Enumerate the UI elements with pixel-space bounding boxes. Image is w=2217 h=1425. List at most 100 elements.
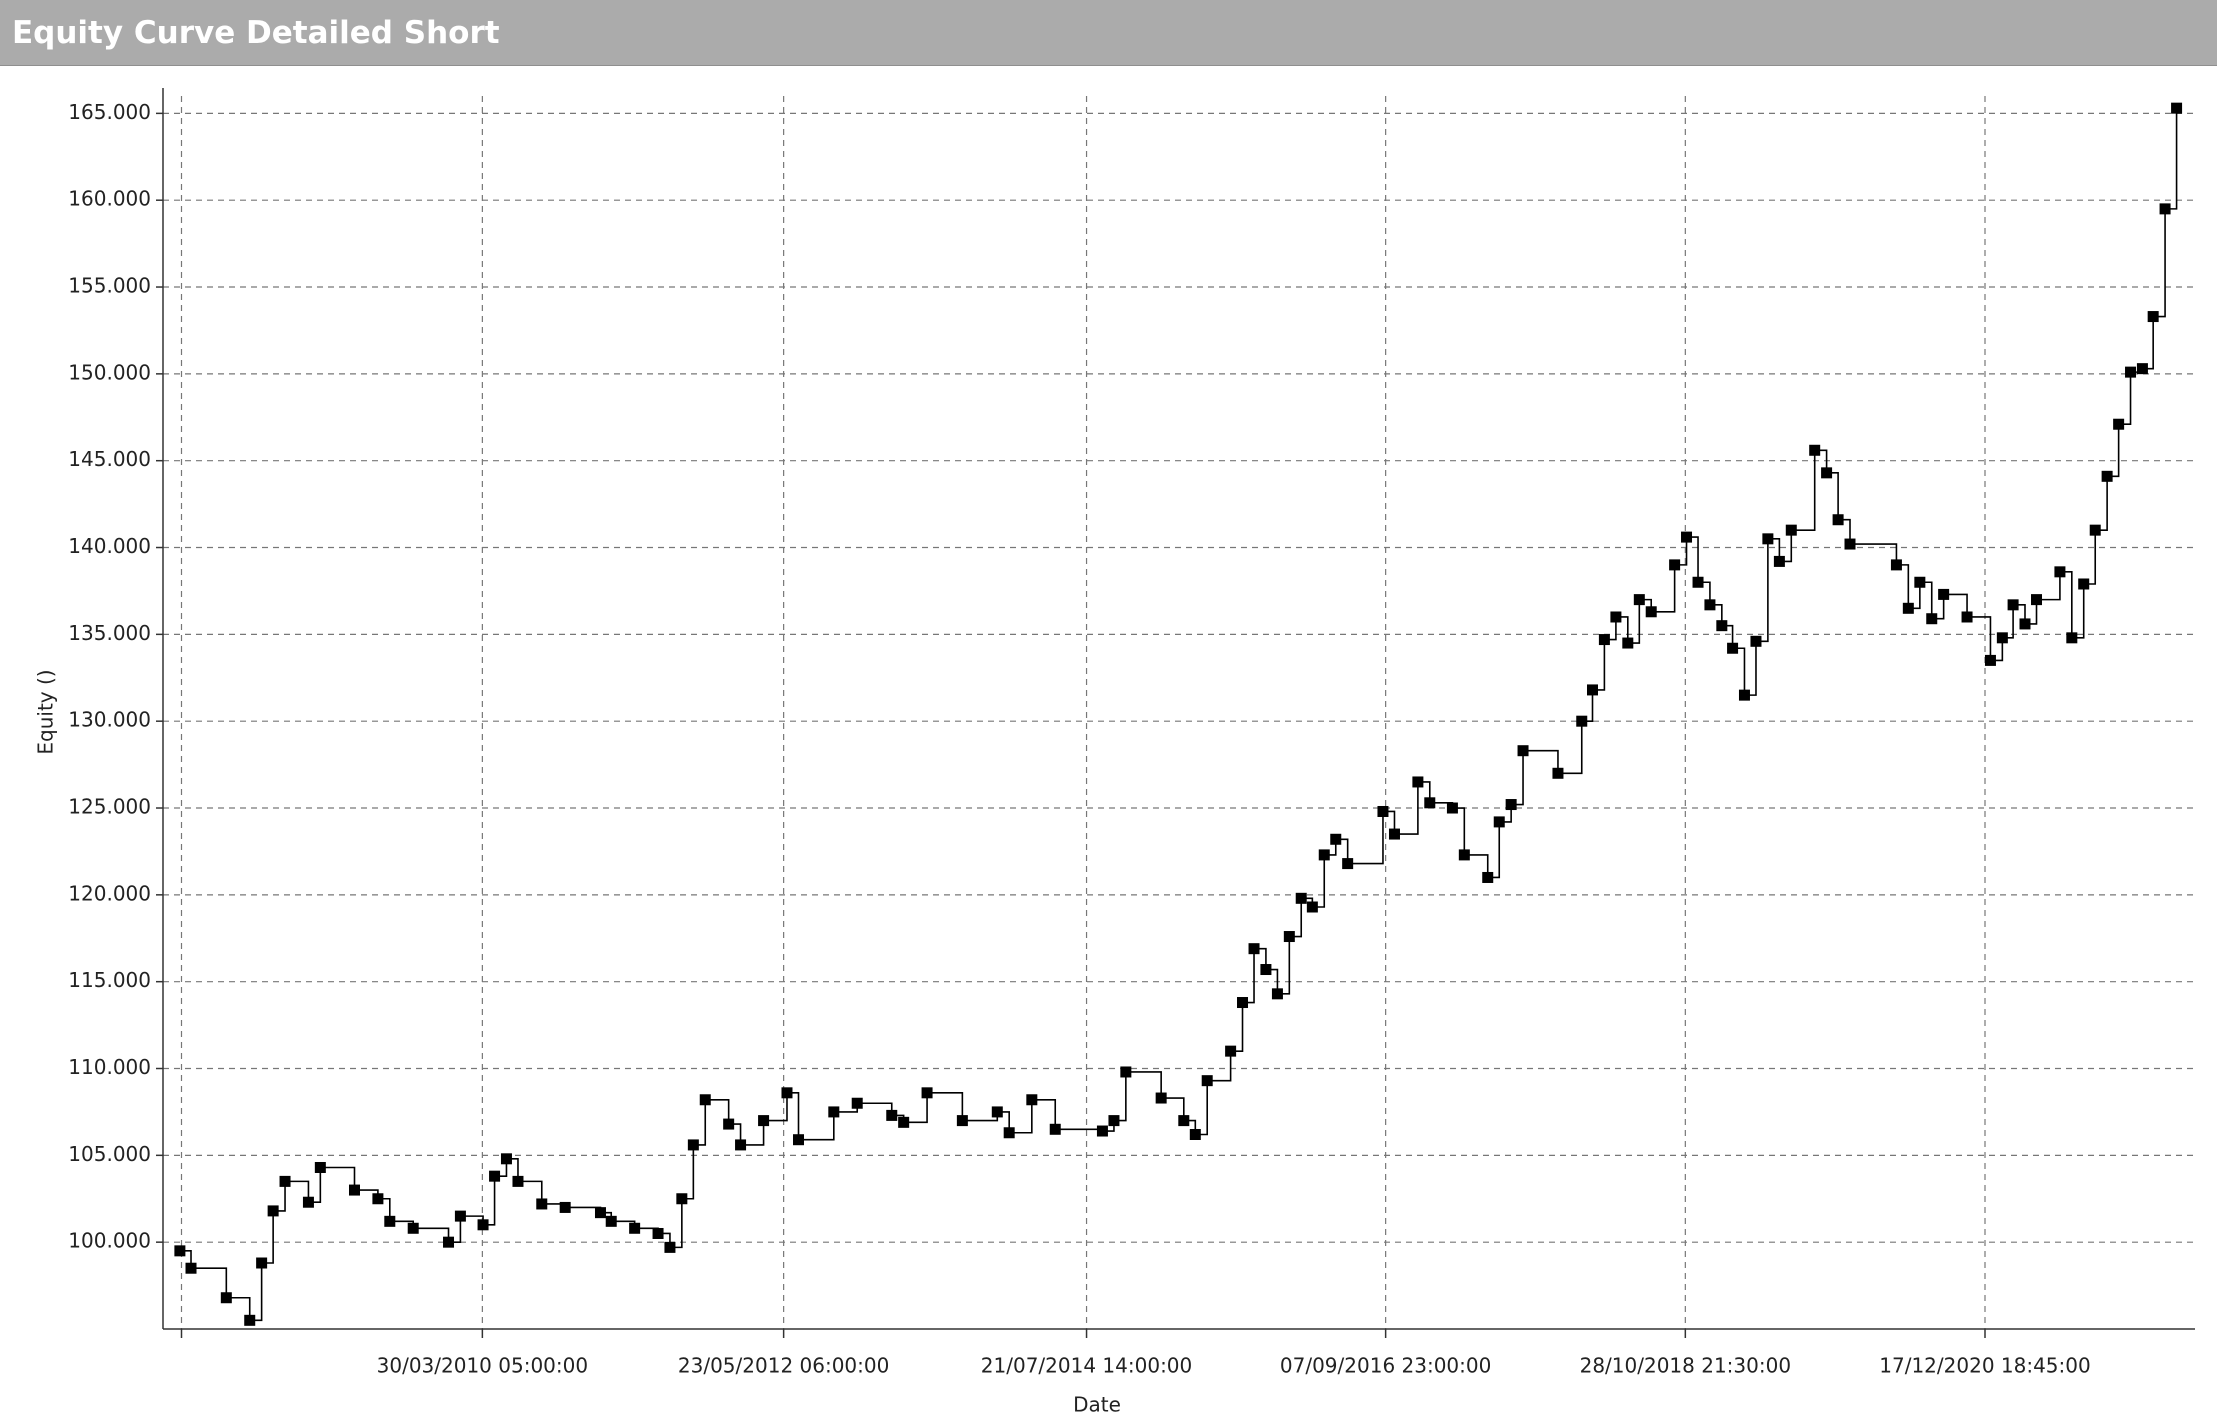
point-marker [1318, 849, 1330, 861]
point-marker [1598, 634, 1610, 646]
point-marker [1271, 988, 1283, 1000]
point-marker [1610, 611, 1622, 623]
point-marker [1049, 1123, 1061, 1135]
point-marker [1716, 620, 1728, 632]
point-marker [1890, 559, 1902, 571]
point-marker [279, 1175, 291, 1187]
y-tick-label: 115.000 [68, 968, 151, 992]
point-marker [559, 1201, 571, 1213]
point-marker [1493, 816, 1505, 828]
point-marker [244, 1314, 256, 1326]
x-tick-label: 17/12/2020 18:45:00 [1879, 1354, 2090, 1378]
point-marker [2054, 566, 2066, 578]
point-marker [1120, 1066, 1132, 1078]
point-marker [1178, 1115, 1190, 1127]
point-marker [1576, 715, 1588, 727]
point-marker [185, 1262, 197, 1274]
point-marker [1738, 689, 1750, 701]
point-marker [2007, 599, 2019, 611]
point-marker [1225, 1045, 1237, 1057]
point-marker [956, 1115, 968, 1127]
point-marker [1681, 531, 1693, 543]
point-marker [512, 1175, 524, 1187]
title-bar: Equity Curve Detailed Short [0, 0, 2217, 66]
point-marker [2113, 418, 2125, 430]
point-marker [1342, 858, 1354, 870]
point-marker [1938, 588, 1950, 600]
point-marker [1832, 514, 1844, 526]
point-marker [2125, 366, 2137, 378]
point-marker [302, 1196, 314, 1208]
point-marker [1412, 776, 1424, 788]
point-marker [1692, 576, 1704, 588]
point-marker [454, 1210, 466, 1222]
point-marker [1984, 654, 1996, 666]
y-tick-label: 145.000 [68, 447, 151, 471]
point-marker [1821, 467, 1833, 479]
point-marker [1669, 559, 1681, 571]
point-marker [489, 1170, 501, 1182]
point-marker [1003, 1127, 1015, 1139]
point-marker [1108, 1115, 1120, 1127]
point-marker [1727, 642, 1739, 654]
x-tick-label: 23/05/2012 06:00:00 [678, 1354, 889, 1378]
point-marker [1260, 964, 1272, 976]
x-axis-label: Date [1073, 1393, 1121, 1417]
point-marker [1645, 606, 1657, 618]
equity-line [179, 108, 2178, 1322]
y-axis-label: Equity () [34, 669, 58, 754]
point-marker [723, 1118, 735, 1130]
point-marker [1586, 684, 1598, 696]
point-marker [921, 1087, 933, 1099]
point-marker [781, 1087, 793, 1099]
point-marker [2136, 363, 2148, 375]
point-marker [629, 1222, 641, 1234]
point-marker [2066, 632, 2078, 644]
point-marker [443, 1236, 455, 1248]
point-marker [220, 1292, 232, 1304]
point-marker [1914, 576, 1926, 588]
point-marker [1926, 613, 1938, 625]
point-marker [1458, 849, 1470, 861]
point-marker [1295, 892, 1307, 904]
y-tick-label: 160.000 [68, 187, 151, 211]
point-marker [1248, 943, 1260, 955]
point-marker [500, 1153, 512, 1165]
point-marker [407, 1222, 419, 1234]
y-tick-label: 140.000 [68, 534, 151, 558]
point-marker [348, 1184, 360, 1196]
point-marker [1096, 1125, 1108, 1137]
point-marker [1633, 594, 1645, 606]
x-tick-label: 30/03/2010 05:00:00 [377, 1354, 588, 1378]
point-marker [314, 1161, 326, 1173]
y-tick-label: 110.000 [68, 1055, 151, 1079]
point-marker [384, 1215, 396, 1227]
point-marker [1482, 871, 1494, 883]
point-marker [372, 1193, 384, 1205]
point-marker [1189, 1128, 1201, 1140]
point-marker [2031, 594, 2043, 606]
point-marker [735, 1139, 747, 1151]
point-marker [1961, 611, 1973, 623]
point-marker [1306, 901, 1318, 913]
point-marker [676, 1193, 688, 1205]
point-marker [1762, 533, 1774, 545]
point-marker [1517, 745, 1529, 757]
y-tick-label: 130.000 [68, 708, 151, 732]
point-marker [1330, 833, 1342, 845]
point-marker [652, 1227, 664, 1239]
point-marker [886, 1109, 898, 1121]
point-marker [1446, 802, 1458, 814]
y-tick-label: 100.000 [68, 1229, 151, 1253]
point-marker [1237, 997, 1249, 1009]
point-marker [1996, 632, 2008, 644]
x-tick-label: 21/07/2014 14:00:00 [981, 1354, 1192, 1378]
point-marker [1902, 602, 1914, 614]
point-marker [2078, 578, 2090, 590]
y-tick-label: 105.000 [68, 1142, 151, 1166]
point-marker [174, 1245, 186, 1257]
point-marker [1622, 637, 1634, 649]
point-marker [1505, 799, 1517, 811]
point-marker [1283, 931, 1295, 943]
